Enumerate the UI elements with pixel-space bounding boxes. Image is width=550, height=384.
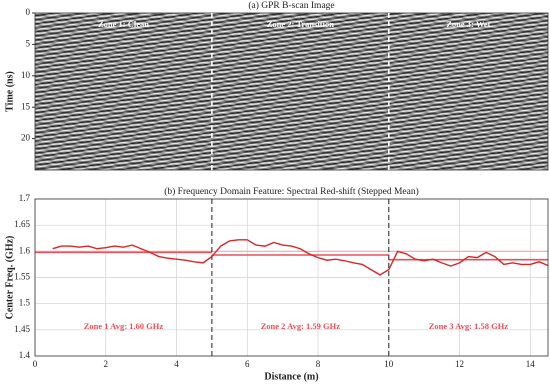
x-tick-label: 2 <box>104 359 109 369</box>
y-tick-label: 1.65 <box>14 219 30 229</box>
y-tick-label: 1.6 <box>19 245 31 255</box>
y-tick-label: 1.7 <box>19 193 31 203</box>
y-tick-label: 20 <box>21 133 31 143</box>
y-axis-label: Time (ns) <box>4 71 15 112</box>
x-tick-label: 14 <box>526 359 536 369</box>
x-tick-label: 4 <box>174 359 179 369</box>
y-axis-label: Center Freq. (GHz) <box>4 236 15 320</box>
x-tick-label: 8 <box>316 359 321 369</box>
x-tick-label: 12 <box>455 359 464 369</box>
x-tick-label: 6 <box>245 359 250 369</box>
data-line <box>52 239 549 276</box>
y-tick-label: 1.5 <box>19 298 31 308</box>
y-tick-label: 15 <box>21 101 31 111</box>
x-axis-label: Distance (m) <box>264 371 318 382</box>
bscan-texture <box>35 13 548 170</box>
zone-label: Zone 2 Avg: 1.59 GHz <box>261 321 341 331</box>
zone-label: Zone 1 Avg: 1.60 GHz <box>84 321 164 331</box>
x-tick-label: 10 <box>384 359 394 369</box>
plot-frame <box>34 12 549 171</box>
chart-title: (b) Frequency Domain Feature: Spectral R… <box>164 186 419 197</box>
plot-frame <box>34 198 549 357</box>
y-tick-label: 1.55 <box>14 272 30 282</box>
zone-label: Zone 2: Transition <box>267 19 334 29</box>
x-tick-label: 0 <box>33 359 38 369</box>
y-tick-label: 10 <box>21 70 31 80</box>
chart-title: (a) GPR B-scan Image <box>248 0 334 11</box>
zone-label: Zone 3 Avg: 1.58 GHz <box>429 321 509 331</box>
y-tick-label: 0 <box>26 7 31 17</box>
y-tick-label: 5 <box>26 38 31 48</box>
zone-label: Zone 3: Wet <box>446 19 490 29</box>
zone-label: Zone 1: Clean <box>98 19 149 29</box>
y-tick-label: 1.4 <box>19 350 31 360</box>
y-tick-label: 1.45 <box>14 324 30 334</box>
